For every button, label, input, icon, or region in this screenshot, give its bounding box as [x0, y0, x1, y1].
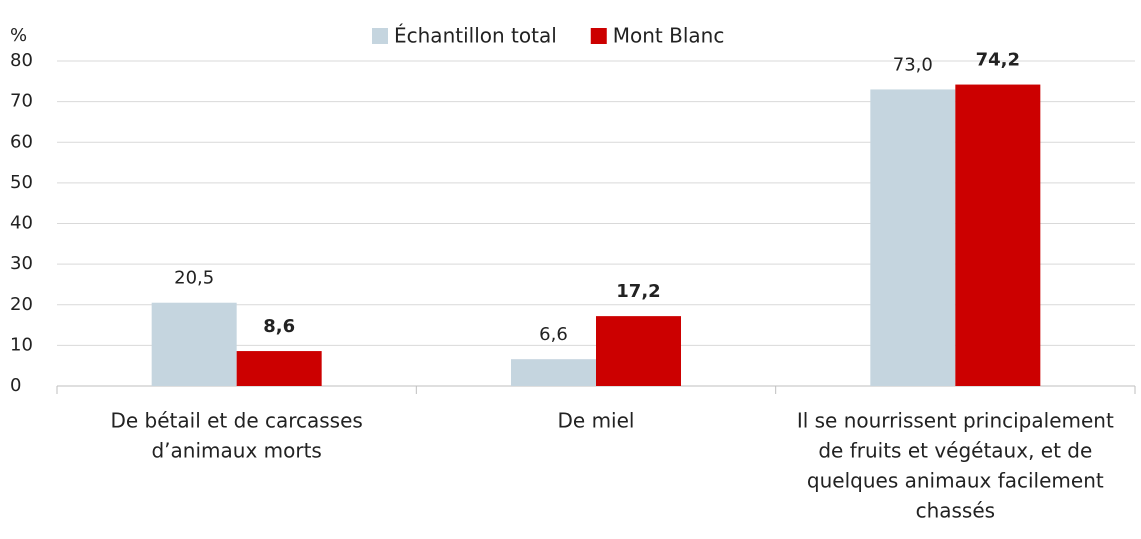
y-axis-label: % — [10, 25, 27, 46]
x-tick-label: De miel — [558, 409, 635, 433]
bar — [955, 84, 1041, 386]
bar — [151, 302, 237, 386]
x-tick-label: chassés — [916, 499, 996, 523]
y-tick-label: 70 — [10, 91, 33, 112]
x-tick-label: De bétail et de carcasses — [110, 409, 362, 433]
legend-label: Mont Blanc — [613, 24, 725, 48]
y-tick-label: 0 — [10, 375, 21, 396]
y-tick-label: 20 — [10, 294, 33, 315]
bar — [236, 351, 322, 386]
x-tick-label: d’animaux morts — [151, 439, 321, 463]
bar — [596, 316, 681, 386]
x-tick-label: Il se nourrissent principalement — [797, 409, 1114, 433]
y-tick-label: 30 — [10, 253, 33, 274]
bar — [870, 89, 956, 386]
legend-swatch — [372, 28, 388, 44]
bar — [511, 359, 596, 386]
y-tick-label: 10 — [10, 334, 33, 355]
data-label: 73,0 — [893, 54, 933, 75]
data-label: 6,6 — [539, 324, 568, 345]
y-tick-label: 50 — [10, 172, 33, 193]
x-tick-label: de fruits et végétaux, et de — [818, 439, 1092, 463]
x-tick-label: quelques animaux facilement — [807, 469, 1104, 493]
data-label: 20,5 — [174, 268, 214, 289]
legend-swatch — [590, 28, 607, 44]
y-tick-label: 60 — [10, 131, 33, 152]
legend-label: Échantillon total — [394, 24, 557, 48]
y-tick-label: 40 — [10, 213, 33, 234]
y-tick-label: 80 — [10, 50, 33, 71]
data-label: 74,2 — [976, 50, 1020, 71]
data-label: 8,6 — [263, 316, 295, 337]
data-label: 17,2 — [616, 281, 660, 302]
